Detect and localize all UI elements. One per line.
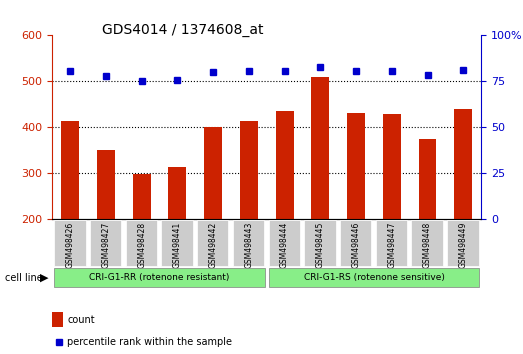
Text: GSM498443: GSM498443 (244, 222, 253, 268)
Text: CRI-G1-RS (rotenone sensitive): CRI-G1-RS (rotenone sensitive) (303, 273, 445, 282)
FancyBboxPatch shape (340, 221, 371, 266)
FancyBboxPatch shape (161, 221, 193, 266)
Bar (61, 120, 79, 219)
Text: GSM498446: GSM498446 (351, 222, 360, 268)
FancyBboxPatch shape (126, 221, 157, 266)
Text: ▶: ▶ (40, 273, 49, 283)
Bar (204, 127, 222, 219)
FancyBboxPatch shape (447, 221, 479, 266)
FancyBboxPatch shape (233, 221, 264, 266)
Text: GSM498447: GSM498447 (388, 222, 396, 268)
Bar (240, 120, 258, 219)
Text: GSM498445: GSM498445 (316, 222, 325, 268)
FancyBboxPatch shape (54, 221, 86, 266)
Text: count: count (67, 315, 95, 325)
Bar (454, 109, 472, 219)
FancyBboxPatch shape (412, 221, 443, 266)
Text: GSM498428: GSM498428 (137, 222, 146, 268)
FancyBboxPatch shape (268, 221, 300, 266)
Bar (97, 150, 115, 219)
Text: GSM498442: GSM498442 (209, 222, 218, 268)
FancyBboxPatch shape (90, 221, 121, 266)
FancyBboxPatch shape (376, 221, 407, 266)
Bar (347, 113, 365, 219)
Text: GSM498426: GSM498426 (66, 222, 75, 268)
Bar (276, 111, 293, 219)
Bar (133, 175, 151, 219)
Bar (168, 166, 186, 219)
Text: GSM498441: GSM498441 (173, 222, 182, 268)
Text: GDS4014 / 1374608_at: GDS4014 / 1374608_at (103, 23, 264, 37)
Text: GSM498448: GSM498448 (423, 222, 432, 268)
FancyBboxPatch shape (197, 221, 229, 266)
FancyBboxPatch shape (268, 268, 480, 287)
Bar (418, 139, 437, 219)
FancyBboxPatch shape (304, 221, 336, 266)
Bar (311, 77, 329, 219)
Text: GSM498427: GSM498427 (101, 222, 110, 268)
Bar (383, 114, 401, 219)
Bar (52, 312, 63, 327)
Text: CRI-G1-RR (rotenone resistant): CRI-G1-RR (rotenone resistant) (89, 273, 230, 282)
Text: GSM498444: GSM498444 (280, 222, 289, 268)
Text: cell line: cell line (5, 273, 43, 283)
Text: GSM498449: GSM498449 (459, 222, 468, 268)
Text: percentile rank within the sample: percentile rank within the sample (67, 337, 232, 347)
FancyBboxPatch shape (54, 268, 265, 287)
